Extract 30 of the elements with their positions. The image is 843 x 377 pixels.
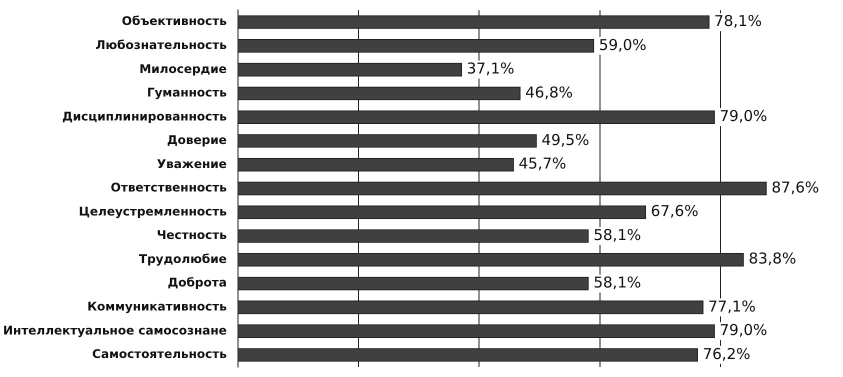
y-tick-label: Честность bbox=[156, 228, 228, 242]
data-label: 79,0% bbox=[720, 321, 768, 340]
y-tick-label: Гуманность bbox=[146, 86, 228, 100]
data-label: 46,8% bbox=[525, 83, 573, 102]
data-label: 58,1% bbox=[593, 273, 642, 292]
data-label: 37,1% bbox=[466, 60, 514, 78]
y-tick-label: Дисциплинированность bbox=[62, 109, 228, 124]
y-tick-label: Трудолюбие bbox=[138, 252, 227, 266]
y-tick-label: Коммуникативность bbox=[87, 299, 228, 314]
y-tick-label: Милосердие bbox=[139, 62, 227, 76]
data-label: 83,8% bbox=[748, 250, 796, 268]
data-label: 58,1% bbox=[593, 226, 642, 244]
data-label: 76,2% bbox=[702, 344, 750, 363]
y-tick-label: Доброта bbox=[168, 276, 227, 290]
data-label: 78,1% bbox=[714, 12, 762, 30]
y-tick-label: Ответственность bbox=[110, 180, 228, 195]
data-label: 45,7% bbox=[518, 154, 566, 173]
y-tick-label: Самостоятельность bbox=[92, 347, 228, 362]
data-label: 59,0% bbox=[598, 36, 647, 54]
y-tick-label: Целеустремленность bbox=[78, 204, 228, 218]
data-label: 49,5% bbox=[542, 130, 590, 149]
data-label: 77,1% bbox=[708, 297, 756, 316]
y-tick-label: Уважение bbox=[156, 156, 227, 171]
data-label: 79,0% bbox=[720, 107, 768, 126]
data-label: 67,6% bbox=[650, 202, 698, 220]
y-tick-label: Объективность bbox=[122, 14, 228, 28]
data-label: 87,6% bbox=[772, 178, 820, 196]
y-tick-label: Интеллектуальное самосознане bbox=[2, 323, 227, 338]
y-tick-label: Любознательность bbox=[96, 38, 228, 52]
y-tick-label: Доверие bbox=[166, 133, 227, 148]
